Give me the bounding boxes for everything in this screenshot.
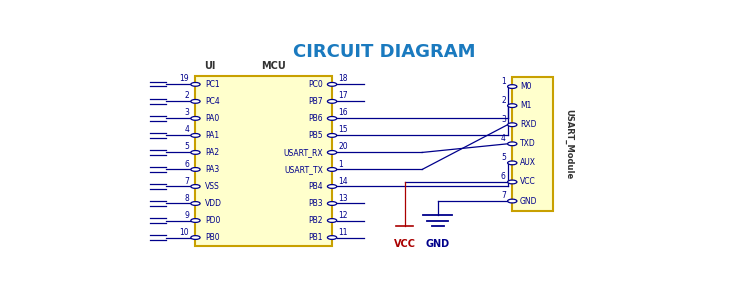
- Circle shape: [328, 116, 337, 120]
- Circle shape: [190, 236, 200, 239]
- Text: USART_TX: USART_TX: [284, 165, 322, 174]
- Text: 14: 14: [338, 177, 348, 185]
- Circle shape: [508, 123, 517, 126]
- Text: PC0: PC0: [308, 80, 322, 89]
- Text: PB6: PB6: [308, 114, 322, 123]
- Text: 7: 7: [501, 191, 506, 200]
- Circle shape: [328, 99, 337, 103]
- Text: 1: 1: [501, 77, 506, 86]
- Text: PA0: PA0: [205, 114, 219, 123]
- Circle shape: [328, 134, 337, 137]
- Text: VCC: VCC: [520, 177, 536, 186]
- Circle shape: [508, 104, 517, 107]
- Text: USART_Module: USART_Module: [565, 109, 574, 179]
- Text: PA1: PA1: [205, 131, 219, 140]
- Text: PB0: PB0: [205, 233, 220, 242]
- Text: PB3: PB3: [308, 199, 322, 208]
- Text: 20: 20: [338, 142, 348, 151]
- Text: 10: 10: [179, 227, 189, 237]
- Bar: [196, 76, 332, 246]
- Text: PA2: PA2: [205, 148, 219, 157]
- Circle shape: [328, 150, 337, 154]
- Text: 4: 4: [184, 126, 189, 134]
- Text: 3: 3: [184, 108, 189, 118]
- Text: TXD: TXD: [520, 139, 536, 148]
- Circle shape: [508, 85, 517, 88]
- Text: 11: 11: [338, 227, 348, 237]
- Text: PB4: PB4: [308, 182, 322, 191]
- Text: 12: 12: [338, 211, 348, 220]
- Text: USART_RX: USART_RX: [284, 148, 322, 157]
- Text: 1: 1: [338, 160, 344, 169]
- Text: 5: 5: [184, 142, 189, 151]
- Circle shape: [190, 83, 200, 86]
- Circle shape: [508, 180, 517, 184]
- Text: GND: GND: [426, 239, 450, 249]
- Text: MCU: MCU: [261, 61, 286, 71]
- Text: 5: 5: [501, 153, 506, 162]
- Circle shape: [328, 202, 337, 205]
- Text: 18: 18: [338, 74, 348, 84]
- Text: PD0: PD0: [205, 216, 220, 225]
- Circle shape: [190, 202, 200, 205]
- Text: 8: 8: [184, 193, 189, 203]
- Text: 6: 6: [501, 172, 506, 181]
- Text: 6: 6: [184, 160, 189, 169]
- Circle shape: [508, 161, 517, 165]
- Circle shape: [328, 83, 337, 86]
- Text: 2: 2: [501, 96, 506, 105]
- Circle shape: [190, 219, 200, 222]
- Circle shape: [190, 134, 200, 137]
- Text: UI: UI: [204, 61, 215, 71]
- Circle shape: [508, 199, 517, 203]
- Circle shape: [328, 185, 337, 188]
- Text: PB5: PB5: [308, 131, 322, 140]
- Text: 17: 17: [338, 91, 348, 100]
- Text: PA3: PA3: [205, 165, 219, 174]
- Text: PB2: PB2: [308, 216, 322, 225]
- Text: AUX: AUX: [520, 158, 536, 167]
- Circle shape: [328, 236, 337, 239]
- Text: M1: M1: [520, 101, 531, 110]
- Text: VSS: VSS: [205, 182, 220, 191]
- Text: VCC: VCC: [394, 239, 416, 249]
- Text: VDD: VDD: [205, 199, 222, 208]
- Text: PB1: PB1: [308, 233, 322, 242]
- Text: GND: GND: [520, 196, 537, 206]
- Text: 15: 15: [338, 126, 348, 134]
- Circle shape: [190, 168, 200, 171]
- Circle shape: [328, 219, 337, 222]
- Text: 13: 13: [338, 193, 348, 203]
- Text: 9: 9: [184, 211, 189, 220]
- Circle shape: [190, 150, 200, 154]
- Text: PC4: PC4: [205, 97, 220, 106]
- Circle shape: [190, 99, 200, 103]
- Bar: [512, 77, 553, 211]
- Text: 19: 19: [179, 74, 189, 84]
- Circle shape: [190, 116, 200, 120]
- Text: PC1: PC1: [205, 80, 220, 89]
- Text: CIRCUIT DIAGRAM: CIRCUIT DIAGRAM: [293, 43, 476, 61]
- Text: M0: M0: [520, 82, 531, 91]
- Circle shape: [508, 142, 517, 146]
- Text: 7: 7: [184, 177, 189, 185]
- Text: 16: 16: [338, 108, 348, 118]
- Text: 4: 4: [501, 134, 506, 143]
- Circle shape: [328, 168, 337, 171]
- Text: RXD: RXD: [520, 120, 536, 129]
- Circle shape: [190, 185, 200, 188]
- Text: 2: 2: [184, 91, 189, 100]
- Text: PB7: PB7: [308, 97, 322, 106]
- Text: 3: 3: [501, 115, 506, 124]
